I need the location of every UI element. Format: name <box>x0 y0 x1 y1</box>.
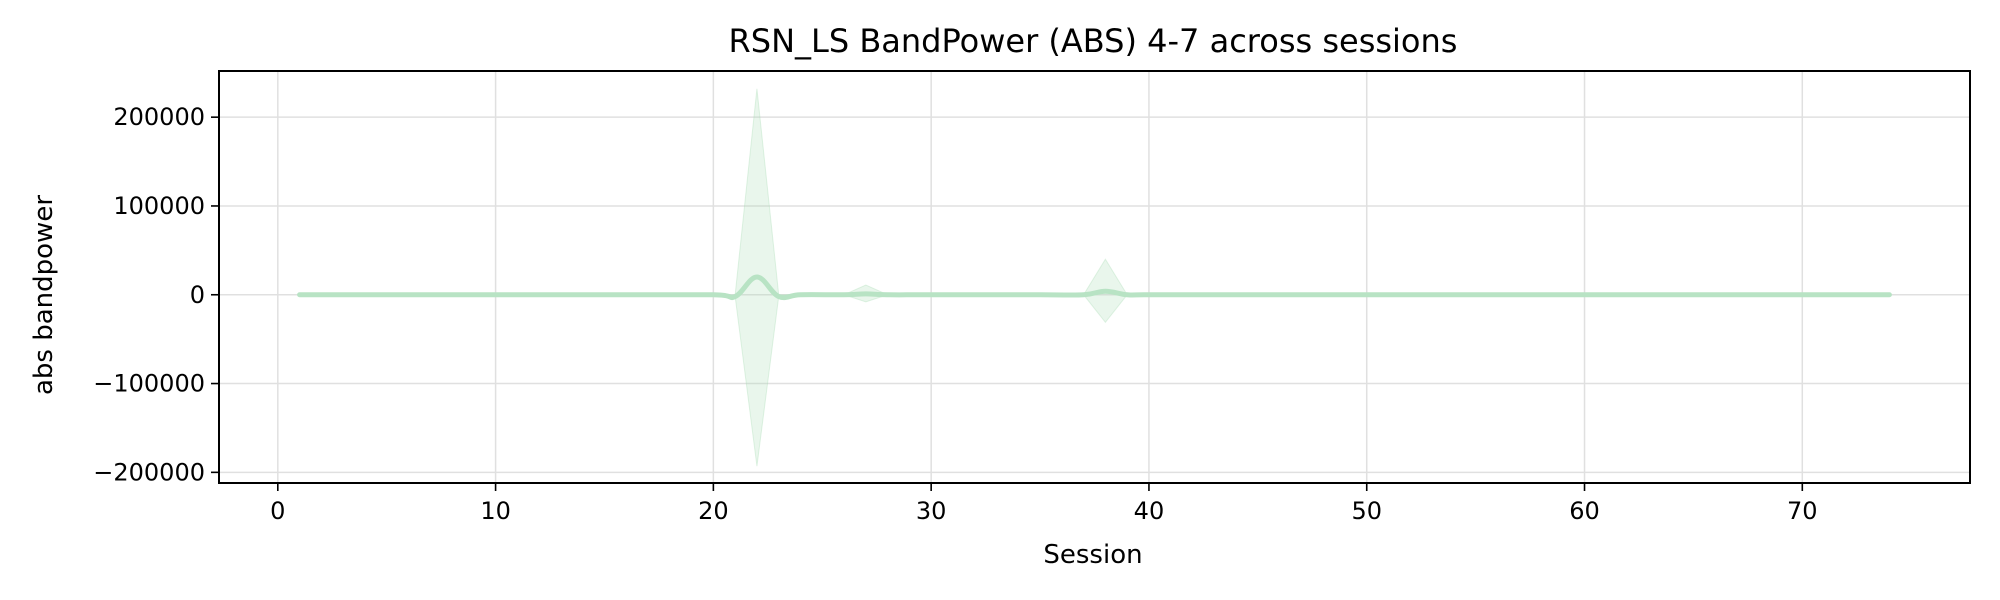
series-line <box>297 274 1892 301</box>
x-tick-label: 30 <box>916 497 947 525</box>
chart-title: RSN_LS BandPower (ABS) 4-7 across sessio… <box>729 22 1458 60</box>
x-tick-label: 20 <box>698 497 729 525</box>
y-tick-label: 100000 <box>113 192 205 220</box>
x-tick-label: 10 <box>480 497 511 525</box>
x-tick-label: 70 <box>1787 497 1818 525</box>
y-axis-ticks: 200000 100000 0 −100000 −200000 <box>93 103 219 486</box>
series-line-layer <box>297 274 1892 301</box>
x-tick-label: 0 <box>270 497 285 525</box>
confidence-band-layer <box>299 88 1890 467</box>
x-tick-label: 40 <box>1134 497 1165 525</box>
confidence-band <box>299 88 1890 467</box>
y-tick-label: −200000 <box>93 458 205 486</box>
y-tick-label: 200000 <box>113 103 205 131</box>
y-axis-label: abs bandpower <box>29 195 59 395</box>
x-tick-label: 60 <box>1569 497 1600 525</box>
x-tick-label: 50 <box>1351 497 1382 525</box>
x-axis-ticks: 0 10 20 30 40 50 60 70 <box>270 483 1818 525</box>
x-axis-label: Session <box>1043 540 1142 570</box>
y-tick-label: 0 <box>190 281 205 309</box>
y-tick-label: −100000 <box>93 370 205 398</box>
plot-area-frame <box>218 70 1971 484</box>
